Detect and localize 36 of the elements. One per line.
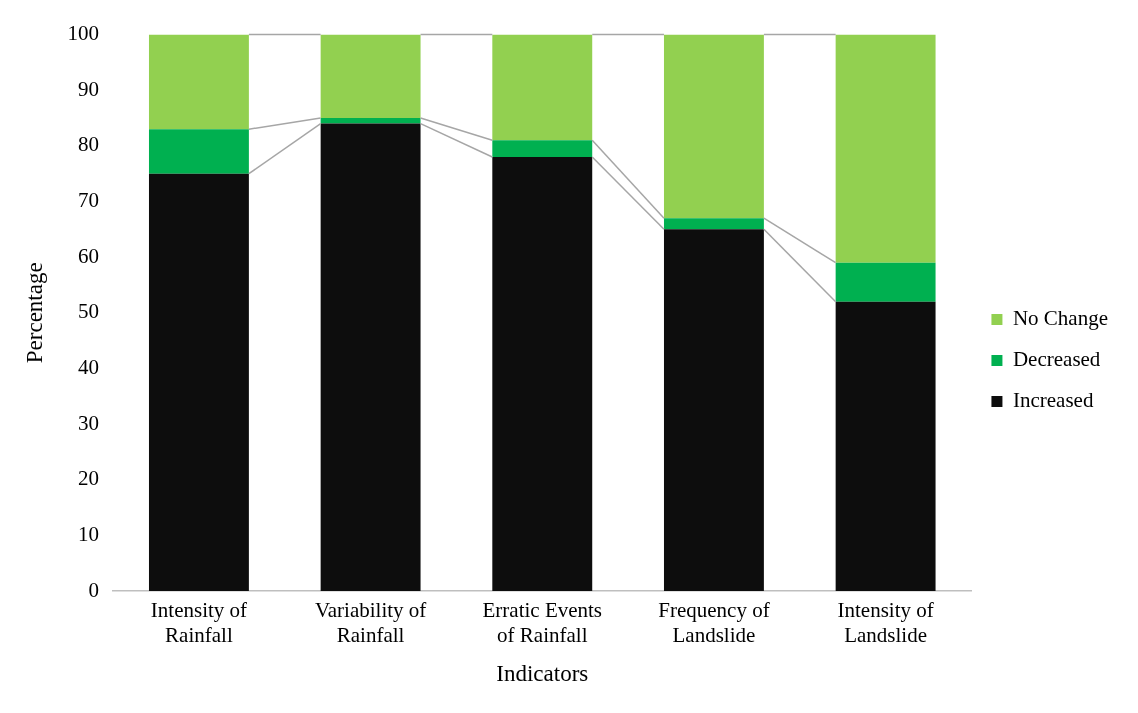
bar (320, 34, 421, 119)
bar (148, 129, 249, 174)
y-tick-label: 0 (88, 577, 100, 602)
y-tick-label: 10 (78, 521, 100, 546)
y-tick-label: 40 (78, 354, 100, 379)
bar (835, 301, 936, 591)
bar (492, 140, 593, 158)
x-axis-title: Indicators (496, 661, 589, 687)
bar (663, 229, 764, 591)
bar (148, 34, 249, 130)
y-tick-label: 50 (78, 299, 100, 324)
legend-label: Decreased (1012, 347, 1101, 372)
y-tick-label: 90 (78, 76, 100, 101)
y-tick-label: 100 (67, 21, 100, 46)
x-tick-label: Intensity of Landslide (837, 598, 934, 648)
x-tick-label: Erratic Events of Rainfall (482, 598, 603, 648)
bar (492, 34, 593, 141)
bar (148, 173, 249, 591)
y-tick-label: 60 (78, 243, 100, 268)
y-axis-title: Percentage (21, 262, 47, 364)
y-tick-label: 70 (78, 188, 100, 213)
bar (835, 34, 936, 263)
x-tick-label: Intensity of Rainfall (150, 598, 248, 648)
x-tick-label: Frequency of Landslide (658, 598, 770, 648)
legend-label: No Change (1012, 306, 1109, 331)
bar (320, 123, 421, 591)
y-tick-label: 20 (78, 466, 100, 491)
y-tick-label: 80 (78, 132, 100, 157)
bar (663, 218, 764, 230)
x-tick-label: Variability of Rainfall (314, 598, 427, 648)
bar (835, 262, 936, 302)
bar (663, 34, 764, 219)
y-tick-label: 30 (78, 410, 100, 435)
bar (492, 157, 593, 591)
legend-label: Increased (1012, 388, 1094, 413)
bar (320, 118, 421, 124)
